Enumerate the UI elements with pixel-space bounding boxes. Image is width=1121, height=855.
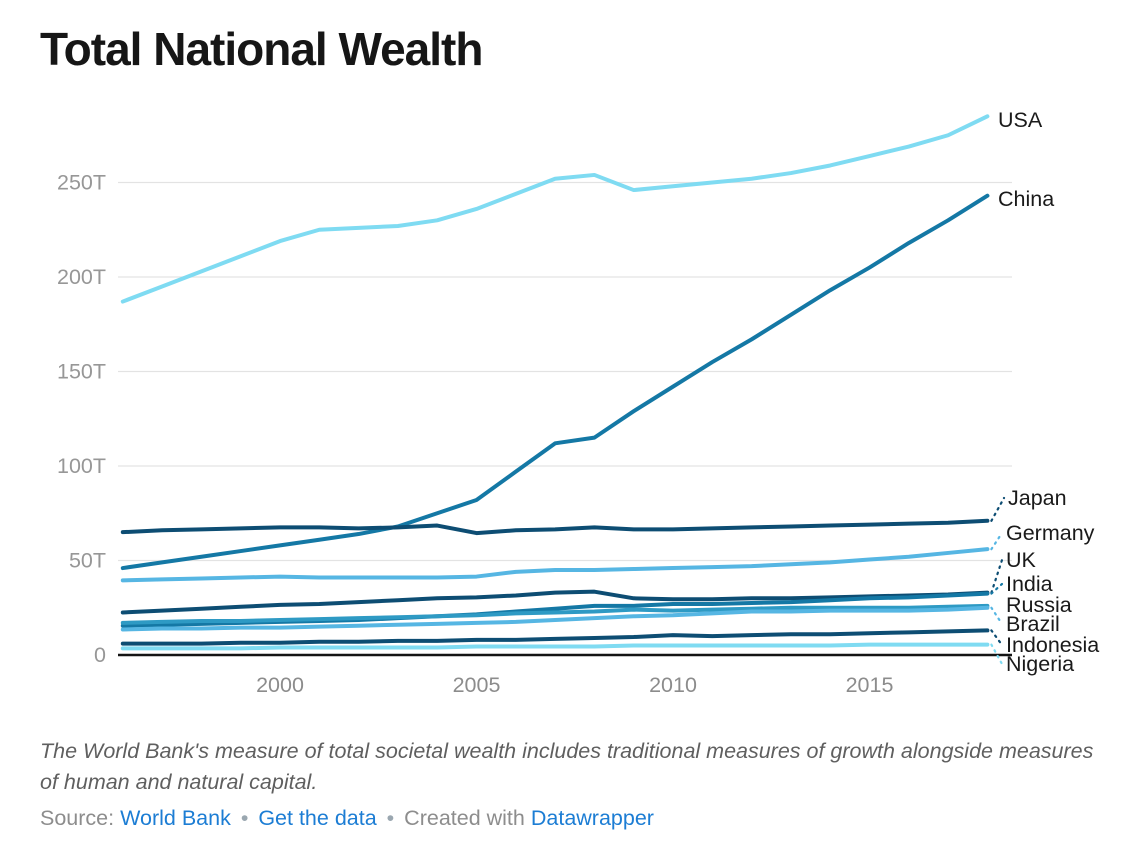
series-label-Russia: Russia — [1006, 593, 1072, 617]
source-prefix: Source: — [40, 806, 115, 830]
y-tick-label: 0 — [94, 643, 106, 667]
y-tick-label: 50T — [69, 549, 106, 573]
world-bank-link[interactable]: World Bank — [120, 806, 231, 830]
y-tick-label: 250T — [57, 171, 106, 195]
x-tick-label: 2010 — [649, 673, 697, 697]
wealth-line-chart: 0 50T 100T 150T 200T 250T 2000 2005 2010 2015 USA C… — [0, 85, 1121, 715]
get-the-data-link[interactable]: Get the data — [258, 806, 377, 830]
chart-svg: 0 50T 100T 150T 200T 250T 2000 2005 2010 2015 USA C… — [57, 108, 1099, 697]
x-tick-label: 2000 — [256, 673, 304, 697]
datawrapper-link[interactable]: Datawrapper — [530, 806, 654, 830]
series-label-Indonesia: Indonesia — [1006, 633, 1099, 657]
separator-dot: • — [386, 806, 395, 830]
series-label-Nigeria: Nigeria — [1006, 652, 1074, 676]
leader-line-Germany — [990, 531, 1004, 551]
line-China — [120, 193, 990, 571]
line-Japan — [120, 518, 990, 536]
y-tick-label: 150T — [57, 360, 106, 384]
separator-dot: • — [240, 806, 249, 830]
leader-line-UK — [990, 558, 1004, 594]
x-tick-label: 2015 — [846, 673, 894, 697]
y-tick-label: 100T — [57, 454, 106, 478]
line-UK — [120, 589, 990, 615]
x-tick-label: 2005 — [453, 673, 501, 697]
line-Nigeria — [120, 642, 990, 651]
series-label-Brazil: Brazil — [1006, 612, 1060, 636]
leader-line-India — [990, 582, 1004, 595]
source-line: Source: World Bank • Get the data • Crea… — [40, 806, 1100, 831]
line-Germany — [120, 547, 990, 583]
leader-line-Japan — [990, 496, 1006, 522]
series-label-USA: USA — [998, 108, 1043, 132]
leader-line-Indonesia — [990, 629, 1004, 647]
line-Indonesia — [120, 628, 990, 646]
leader-line-Brazil — [990, 606, 1004, 626]
chart-note: The World Bank's measure of total societ… — [40, 739, 1094, 795]
y-tick-label: 200T — [57, 265, 106, 289]
series-label-India: India — [1006, 572, 1053, 596]
series-label-UK: UK — [1006, 548, 1037, 572]
page-title: Total National Wealth — [40, 23, 483, 75]
series-label-Japan: Japan — [1008, 486, 1067, 510]
line-USA — [120, 114, 990, 304]
created-with-text: Created with — [404, 806, 525, 830]
series-label-China: China — [998, 187, 1054, 211]
leader-line-Nigeria — [990, 643, 1004, 666]
series-label-Germany: Germany — [1006, 521, 1095, 545]
line-Brazil — [120, 605, 990, 632]
line-Russia — [120, 603, 990, 625]
